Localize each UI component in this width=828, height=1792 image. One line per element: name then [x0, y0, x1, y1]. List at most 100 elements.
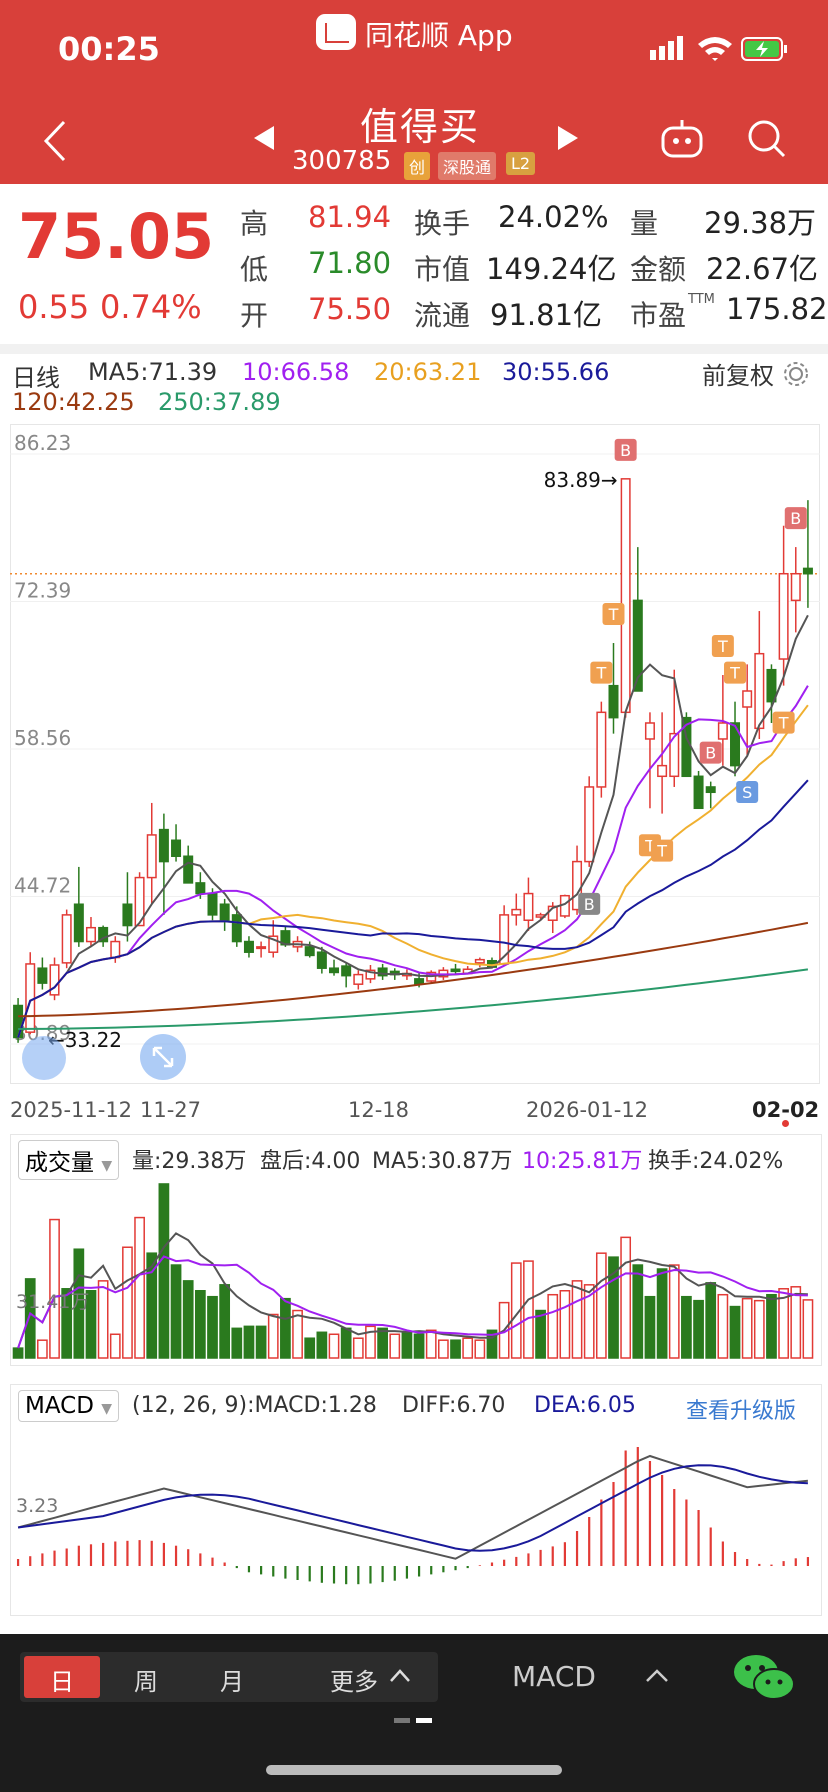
app-title[interactable]: 同花顺 App: [365, 19, 513, 52]
candle-body: [98, 926, 109, 943]
volume-value: 29.38万: [704, 206, 817, 240]
settings-gear-icon[interactable]: [782, 360, 810, 388]
search-icon[interactable]: [746, 118, 788, 160]
date-label-3: 12-18: [348, 1098, 410, 1122]
candle-body: [13, 1004, 24, 1039]
candle-body: [353, 973, 364, 985]
home-indicator[interactable]: [266, 1765, 562, 1775]
volume-indicator-select[interactable]: 成交量 ▼: [18, 1140, 120, 1180]
chevron-up-icon: [390, 1669, 410, 1682]
volume-bar: [705, 1282, 717, 1359]
y-tick-label: 86.23: [14, 431, 71, 455]
section-divider: [0, 344, 828, 354]
candle-body: [73, 903, 84, 943]
candle-body: [110, 940, 121, 959]
volume-bar: [644, 1295, 656, 1359]
candle-body: [377, 967, 388, 977]
ma250-line: [18, 968, 809, 1030]
adjust-label[interactable]: 前复权: [702, 362, 774, 390]
volume-bar: [219, 1284, 231, 1359]
volume-bar: [146, 1252, 158, 1359]
date-label-1: 2025-11-12: [10, 1098, 133, 1122]
back-icon[interactable]: [40, 118, 70, 164]
candle-body: [717, 722, 728, 740]
macd-indicator-select[interactable]: MACD ▼: [18, 1390, 120, 1422]
volume-bar: [766, 1293, 777, 1359]
candle-body: [316, 951, 327, 969]
volume-bar: [37, 1339, 48, 1359]
pan-left-button[interactable]: [22, 1036, 66, 1080]
signal-marker: [699, 741, 722, 764]
candle-body: [523, 892, 534, 921]
ma30-line: [17, 779, 809, 1038]
signal-marker-label: T: [729, 664, 740, 683]
macd-params: (12, 26, 9):MACD:1.28: [132, 1393, 377, 1418]
upgrade-link[interactable]: 查看升级版: [686, 1399, 797, 1424]
ma10-legend: 10:66.58: [242, 358, 350, 386]
volume-bar: [535, 1309, 546, 1359]
candle-body: [778, 572, 789, 660]
signal-marker-label: B: [790, 509, 801, 528]
candle-body: [195, 882, 206, 895]
signal-marker: [772, 711, 795, 734]
volume-bar: [802, 1299, 814, 1359]
ma120-line: [18, 921, 809, 1018]
volume-bar: [583, 1284, 595, 1359]
indicator-chevron-up-icon[interactable]: [644, 1666, 670, 1686]
robot-icon[interactable]: [660, 118, 704, 160]
period-day-button[interactable]: 日: [50, 1668, 74, 1696]
wechat-icon[interactable]: [732, 1652, 796, 1704]
candle-body: [705, 786, 716, 794]
indicator-selector[interactable]: MACD: [512, 1660, 596, 1693]
ma10-line: [17, 685, 809, 1038]
period-month-button[interactable]: 月: [220, 1668, 244, 1696]
page-dot-1: [394, 1718, 410, 1723]
candle-body: [693, 775, 704, 810]
expand-button[interactable]: [140, 1034, 186, 1080]
vol-y-tick: 31.41万: [16, 1291, 89, 1313]
badge-sgt: 深股通: [438, 152, 497, 180]
volume-bar: [717, 1293, 729, 1359]
volume-chart[interactable]: 31.41万: [10, 1172, 820, 1364]
candle-body: [365, 969, 376, 980]
ma5-legend: MA5:71.39: [88, 358, 218, 386]
date-label-2: 11-27: [136, 1098, 202, 1122]
y-tick-label: 44.72: [14, 874, 71, 898]
candle-body: [256, 946, 267, 950]
volume-bar: [97, 1280, 109, 1359]
volume-bar: [741, 1297, 753, 1359]
macd-dea-line: [17, 1464, 808, 1552]
candle-body: [183, 855, 194, 884]
candle-body: [37, 967, 48, 984]
period-more-button[interactable]: 更多: [330, 1668, 378, 1696]
volume-bar: [450, 1339, 461, 1359]
volume-bar: [462, 1337, 474, 1359]
max-price-label: 83.89→: [544, 468, 618, 492]
low-label: 低: [240, 253, 269, 286]
candle-body: [644, 722, 655, 740]
volume-bar: [608, 1256, 619, 1359]
volume-bar: [158, 1183, 170, 1359]
signal-marker: [711, 635, 734, 658]
volume-bar: [85, 1290, 97, 1359]
volume-bar: [207, 1295, 218, 1359]
candle-body: [584, 786, 595, 863]
high-label: 高: [240, 207, 269, 240]
candle-body: [304, 946, 315, 957]
macd-chart[interactable]: 3.23: [10, 1420, 820, 1614]
candlestick-chart[interactable]: 86.2372.3958.5644.7230.8983.89→←33.22BBB…: [10, 424, 820, 1084]
volume-indicator-label: 成交量: [25, 1150, 94, 1176]
volume-bar: [523, 1260, 534, 1359]
signal-marker-label: T: [778, 714, 789, 733]
volume-bar: [413, 1333, 425, 1359]
volume-bar: [73, 1248, 85, 1359]
period-day-bg: [24, 1656, 100, 1698]
volume-bar: [304, 1337, 316, 1359]
candle-body: [620, 478, 631, 714]
signal-marker: [614, 438, 637, 461]
float-label: 流通: [414, 299, 471, 332]
next-stock-icon[interactable]: [554, 124, 580, 152]
period-week-button[interactable]: 周: [134, 1668, 158, 1696]
prev-stock-icon[interactable]: [252, 124, 278, 152]
signal-marker-label: S: [742, 783, 752, 802]
